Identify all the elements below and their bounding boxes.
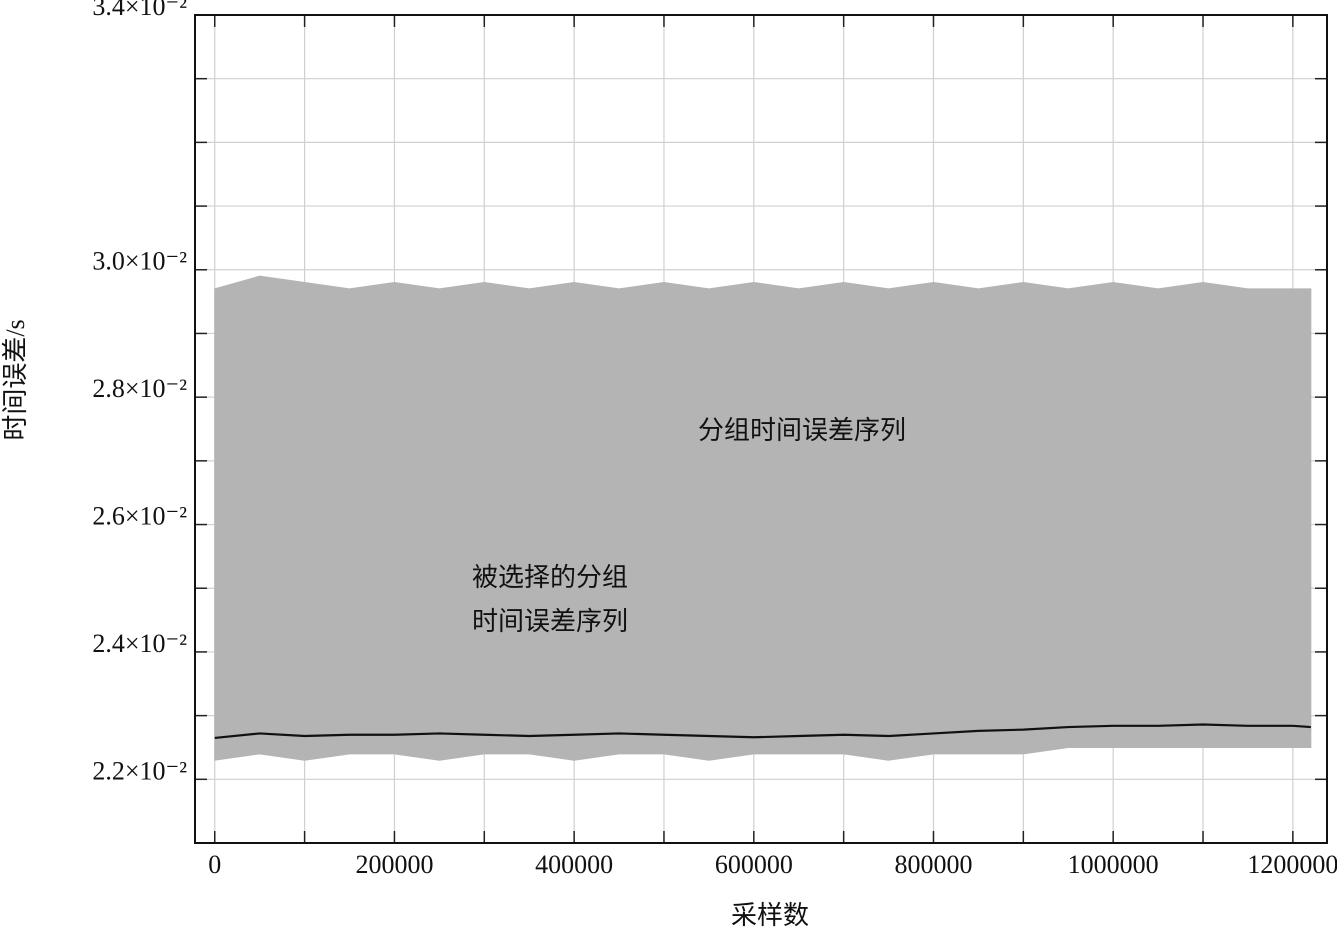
y-tick-label: 2.6×10⁻² <box>92 502 187 531</box>
x-tick-label: 0 <box>208 850 221 879</box>
x-tick-label: 200000 <box>355 850 433 879</box>
x-tick-label: 800000 <box>894 850 972 879</box>
annotation: 被选择的分组 <box>472 563 628 592</box>
selected-line <box>214 723 1311 740</box>
y-tick-label: 3.0×10⁻² <box>92 247 187 276</box>
annotation: 分组时间误差序列 <box>698 416 906 445</box>
plot-data <box>214 275 1312 761</box>
x-tick-label: 600000 <box>715 850 793 879</box>
annotation: 时间误差序列 <box>472 607 628 636</box>
y-tick-label: 2.8×10⁻² <box>92 374 187 403</box>
ticks <box>195 14 1327 844</box>
plot-frame <box>194 14 1328 844</box>
noise-band <box>214 275 1312 761</box>
y-tick-label: 2.2×10⁻² <box>92 756 187 785</box>
x-tick-label: 1200000 <box>1247 850 1337 879</box>
x-tick-label: 1000000 <box>1068 850 1159 879</box>
x-axis-label: 采样数 <box>731 901 809 930</box>
y-axis-label: 时间误差/s <box>1 319 30 440</box>
x-tick-label: 400000 <box>535 850 613 879</box>
y-tick-label: 3.4×10⁻² <box>92 0 187 21</box>
y-tick-label: 2.4×10⁻² <box>92 629 187 658</box>
